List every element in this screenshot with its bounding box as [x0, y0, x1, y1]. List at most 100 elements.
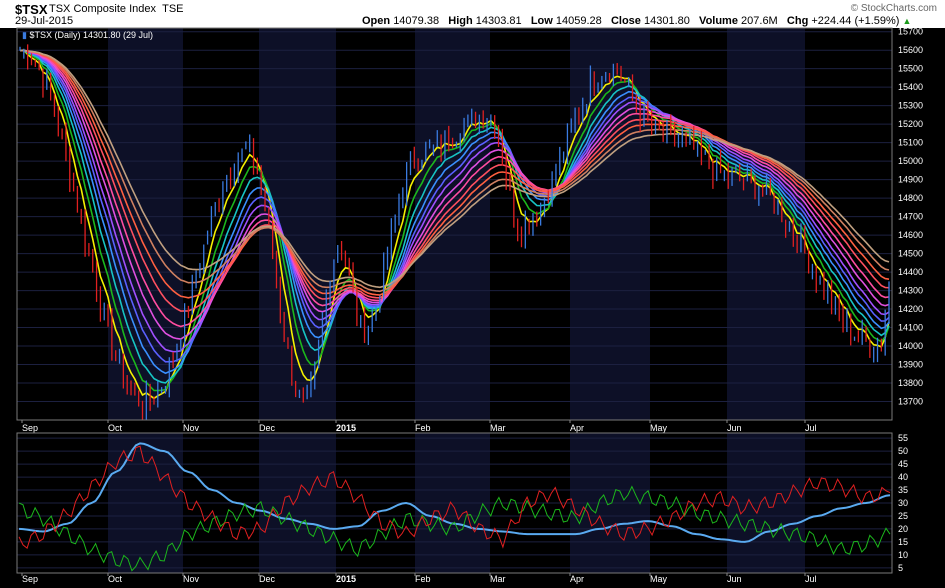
month-label: Sep: [22, 423, 38, 433]
price-tick-label: 14800: [898, 193, 923, 203]
indicator-tick-label: 35: [898, 485, 908, 495]
price-panel-frame: [16, 27, 893, 421]
legend-text: ▮ $TSX (Daily) 14301.80 (29 Jul): [22, 30, 153, 40]
ohlc-stats: Open 14079.38 High 14303.81 Low 14059.28…: [362, 15, 911, 27]
month-band: [108, 28, 183, 420]
ema-line: [20, 49, 890, 289]
ema-line: [20, 49, 890, 340]
up-triangle-icon: ▲: [902, 16, 912, 26]
ema-line: [19, 49, 890, 353]
series-line-plus_di: [18, 485, 891, 572]
price-tick-label: 15300: [898, 101, 923, 111]
price-tick-label: 14300: [898, 286, 923, 296]
month-label: May: [650, 423, 668, 433]
month-label: Nov: [183, 423, 200, 433]
ema-line: [20, 49, 890, 312]
open-label: Open: [362, 15, 391, 27]
chg-value: +224.44 (+1.59%): [811, 15, 900, 27]
month-label: Jun: [727, 574, 742, 584]
indicator-tick-label: 50: [898, 446, 908, 456]
price-tick-label: 14500: [898, 249, 923, 259]
month-label: 2015: [336, 574, 356, 584]
brand: © StockCharts.com: [850, 3, 937, 14]
price-tick-label: 13800: [898, 378, 923, 388]
indicator-axis: 5 10 15 20 25 30 35 40 45 50 55: [898, 433, 908, 573]
price-tick-label: 15200: [898, 119, 923, 129]
month-label: Apr: [570, 574, 584, 584]
price-tick-label: 13900: [898, 360, 923, 370]
indicator-tick-label: 10: [898, 550, 908, 560]
month-label: Dec: [259, 574, 276, 584]
month-label: Feb: [415, 423, 431, 433]
exchange: TSE: [162, 3, 184, 15]
month-label: Apr: [570, 423, 584, 433]
symbol: $TSX: [15, 2, 48, 17]
series-line-minus_di: [18, 445, 891, 550]
price-tick-label: 13700: [898, 397, 923, 407]
ema-line: [20, 49, 890, 328]
legend-label: $TSX (Daily) 14301.80 (29 Jul): [29, 30, 153, 40]
price-tick-label: 14700: [898, 212, 923, 222]
month-label: Sep: [22, 574, 38, 584]
month-label: Jul: [805, 423, 817, 433]
month-label: Oct: [108, 423, 123, 433]
month-band: [727, 28, 805, 420]
indicator-tick-label: 25: [898, 511, 908, 521]
index-title: TSX Composite Index: [49, 3, 156, 15]
bar-icon: ▮: [22, 30, 27, 40]
indicator-lines: [18, 442, 891, 572]
indicator-panel-frame: [16, 432, 893, 574]
indicator-tick-label: 45: [898, 459, 908, 469]
price-tick-label: 14400: [898, 267, 923, 277]
low-value: 14059.28: [555, 15, 602, 27]
month-axis-lower: Sep Oct Nov Dec 2015 Feb Mar Apr May Jun Jul: [21, 573, 817, 584]
price-tick-label: 14100: [898, 323, 923, 333]
month-label: Feb: [415, 574, 431, 584]
indicator-tick-label: 20: [898, 524, 908, 534]
month-band: [259, 28, 336, 420]
ema-ribbon: [19, 49, 890, 400]
chart-date: 29-Jul-2015: [15, 15, 74, 27]
low-label: Low: [530, 15, 553, 27]
close-value: 14301.80: [643, 15, 690, 27]
high-value: 14303.81: [475, 15, 522, 27]
indicator-tick-label: 40: [898, 472, 908, 482]
price-tick-label: 15100: [898, 138, 923, 148]
chg-label: Chg: [786, 15, 809, 27]
indicator-tick-label: 55: [898, 433, 908, 443]
month-label: Jul: [805, 574, 817, 584]
indicator-tick-label: 5: [898, 563, 903, 573]
price-tick-label: 14600: [898, 230, 923, 240]
month-label: Nov: [183, 574, 200, 584]
price-tick-label: 15400: [898, 82, 923, 92]
series-line-adx: [18, 442, 891, 543]
volume-value: 207.6M: [741, 15, 778, 27]
high-label: High: [448, 15, 473, 27]
month-label: Oct: [108, 574, 123, 584]
index-name: TSX Composite Index TSE: [49, 3, 184, 15]
chart-header: $TSX TSX Composite Index TSE 29-Jul-2015…: [0, 0, 945, 28]
price-tick-label: 15500: [898, 64, 923, 74]
month-label: 2015: [336, 423, 356, 433]
month-label: Dec: [259, 423, 276, 433]
price-tick-label: 14000: [898, 341, 923, 351]
close-label: Close: [610, 15, 641, 27]
price-tick-label: 15600: [898, 45, 923, 55]
month-label: Mar: [490, 574, 506, 584]
month-axis: Sep Oct Nov Dec 2015 Feb Mar Apr May Jun Jul: [21, 420, 817, 433]
volume-label: Volume: [699, 15, 738, 27]
open-value: 14079.38: [393, 15, 440, 27]
ema-line: [19, 49, 890, 384]
price-tick-label: 15700: [898, 27, 923, 37]
price-tick-label: 14200: [898, 304, 923, 314]
price-tick-label: 14900: [898, 175, 923, 185]
price-bars: [19, 44, 890, 420]
ema-line: [19, 49, 890, 363]
month-label: May: [650, 574, 668, 584]
month-label: Jun: [727, 423, 742, 433]
month-label: Mar: [490, 423, 506, 433]
indicator-tick-label: 15: [898, 537, 908, 547]
price-tick-label: 15000: [898, 156, 923, 166]
price-axis: 13700 13800 13900 14000 14100 14200 14300 14400…: [898, 27, 923, 407]
